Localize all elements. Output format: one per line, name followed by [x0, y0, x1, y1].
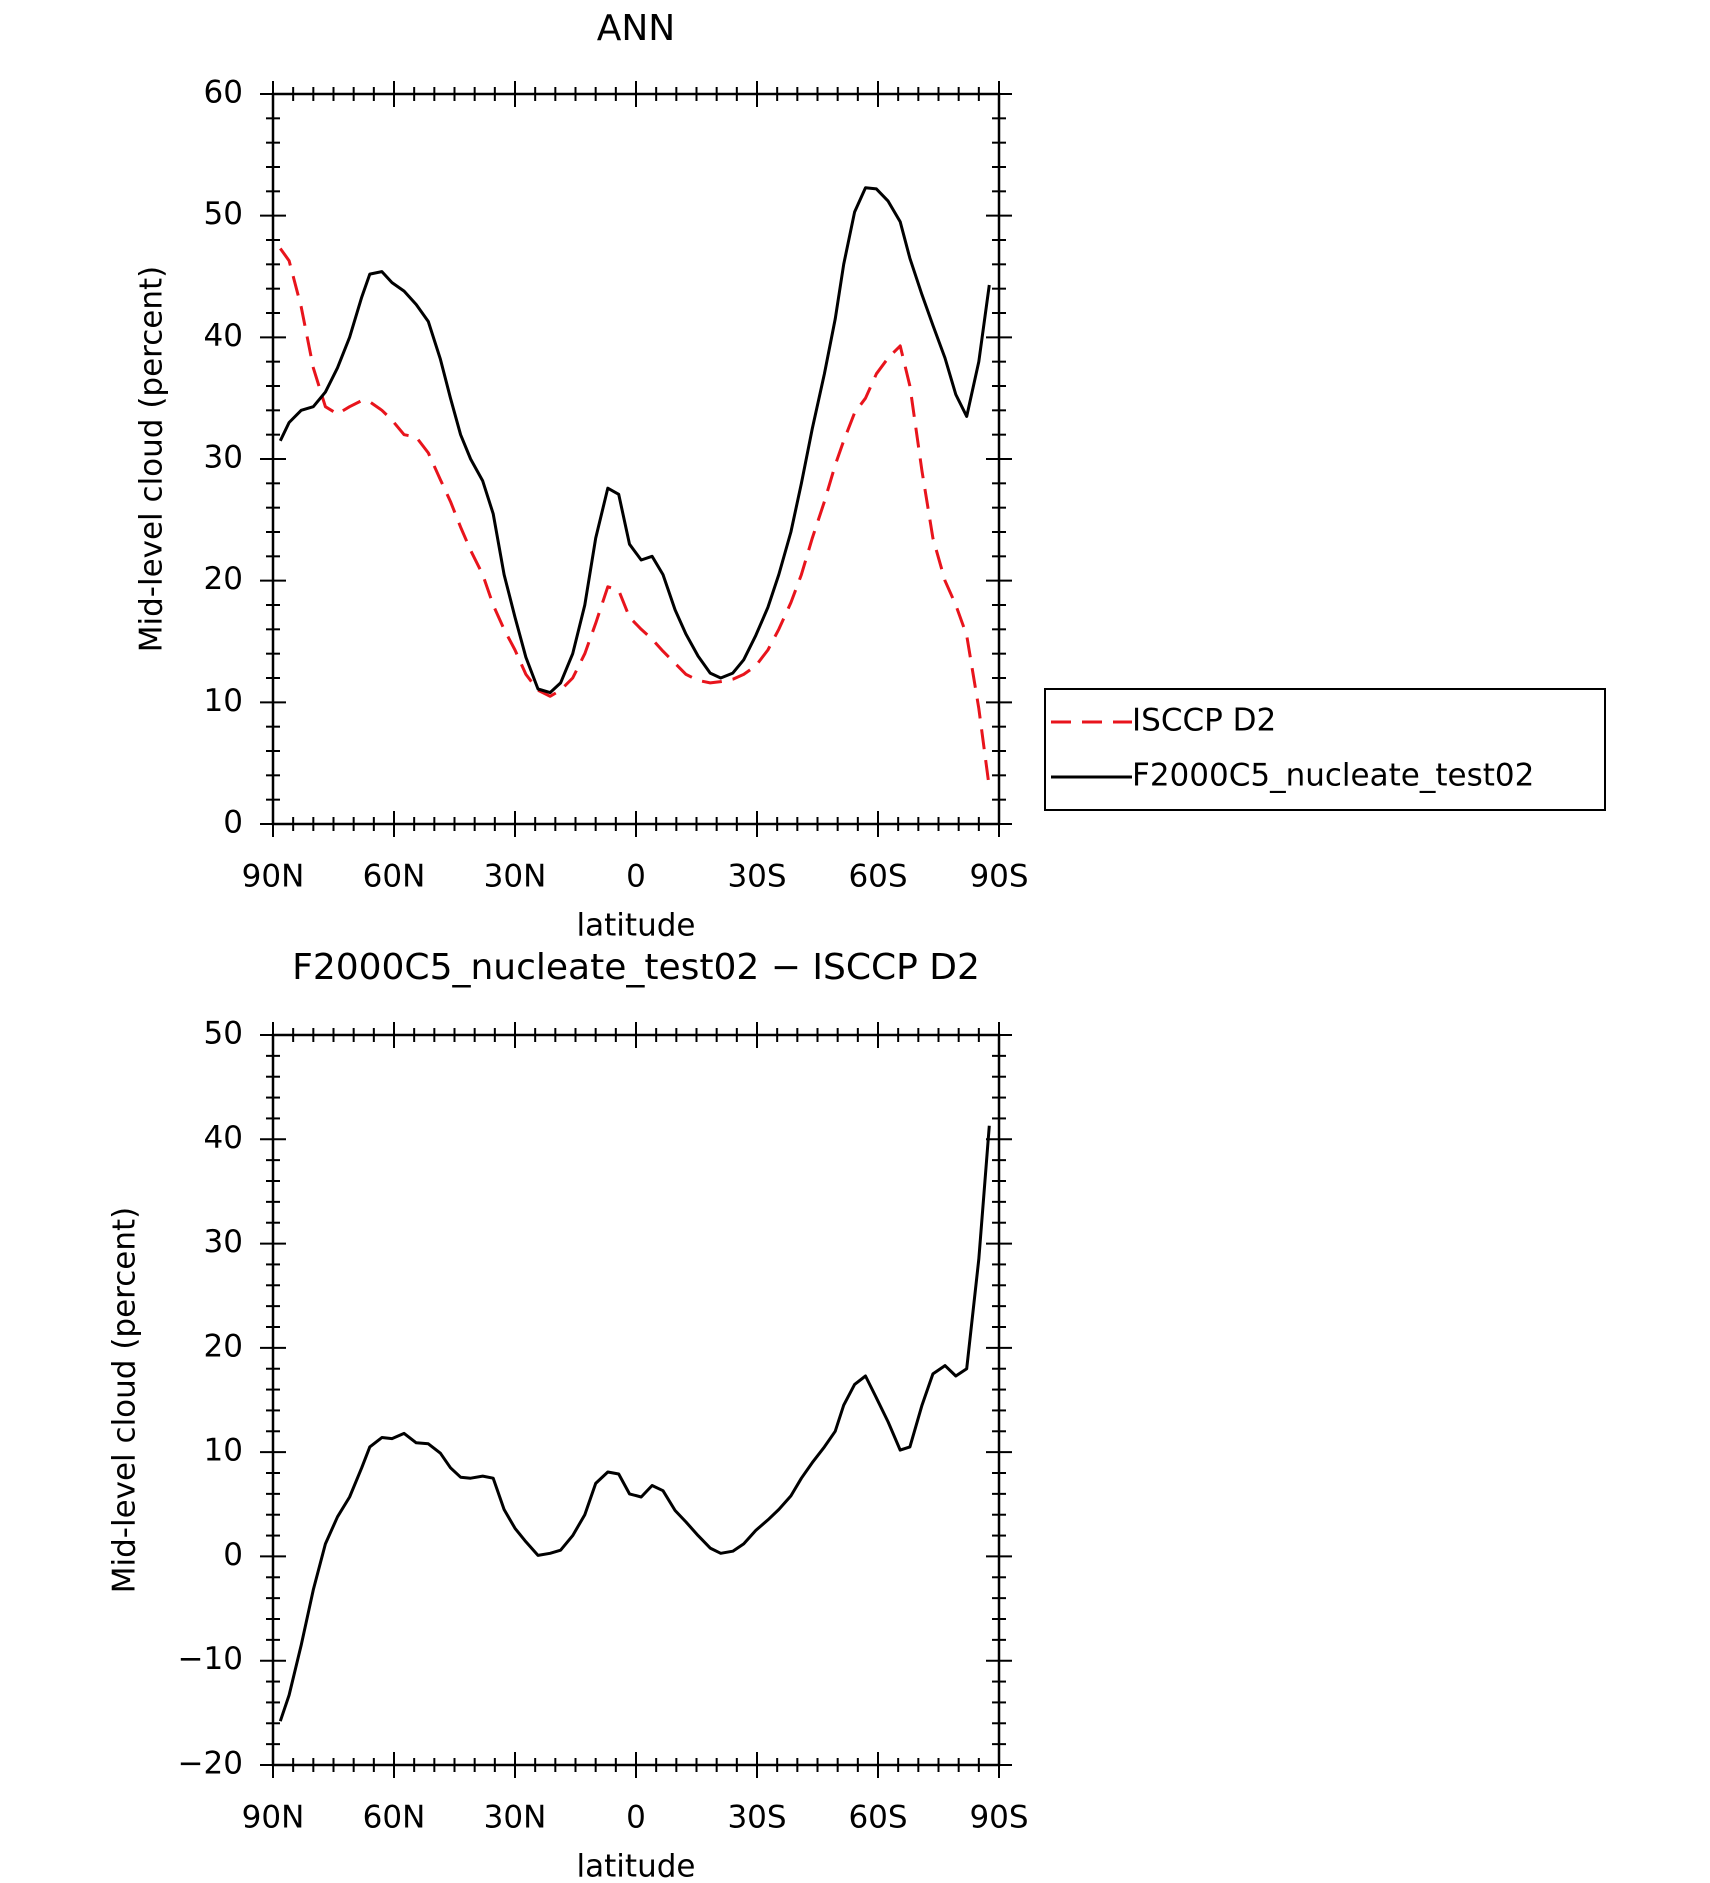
plot-frame	[271, 1033, 1001, 1767]
x-tick-label: 30N	[484, 859, 547, 895]
y-tick-label: 20	[204, 561, 243, 597]
x-tick-label: 90N	[242, 1800, 305, 1836]
legend-box	[1044, 688, 1606, 811]
y-tick-label: 40	[204, 318, 243, 354]
plot: F2000C5_nucleate_test02 − ISCCP D2 latitu…	[107, 947, 1029, 1883]
series-line	[278, 1125, 991, 1722]
x-tick-label: 90S	[969, 1800, 1028, 1836]
y-tick-label: 40	[204, 1120, 243, 1156]
y-axis-label: Mid-level cloud (percent)	[107, 1207, 143, 1594]
legend-label: ISCCP D2	[1132, 703, 1276, 739]
y-tick-label: 30	[204, 1224, 243, 1260]
x-tick-label: 30S	[727, 859, 786, 895]
chart-title: F2000C5_nucleate_test02 − ISCCP D2	[292, 947, 980, 988]
x-tick-label: 60N	[363, 859, 426, 895]
y-tick-label: 30	[204, 440, 243, 476]
y-axis-label: Mid-level cloud (percent)	[134, 266, 170, 653]
y-tick-label: 10	[204, 1433, 243, 1469]
y-tick-label: 20	[204, 1328, 243, 1364]
x-axis-label: latitude	[577, 908, 696, 944]
y-tick-label: 10	[204, 683, 243, 719]
y-tick-label: 0	[223, 805, 243, 841]
x-tick-label: 0	[626, 859, 646, 895]
x-tick-label: 30N	[484, 1800, 547, 1836]
plot-frame	[271, 92, 1001, 826]
legend-label: F2000C5_nucleate_test02	[1132, 758, 1534, 794]
x-tick-label: 0	[626, 1800, 646, 1836]
y-tick-label: 60	[204, 75, 243, 111]
x-tick-label: 30S	[727, 1800, 786, 1836]
y-tick-label: −20	[178, 1746, 243, 1782]
x-tick-label: 60N	[363, 1800, 426, 1836]
x-tick-label: 60S	[848, 859, 907, 895]
y-tick-label: −10	[178, 1641, 243, 1677]
x-tick-label: 90N	[242, 859, 305, 895]
x-tick-label: 60S	[848, 1800, 907, 1836]
plot: ANN latitude Mid-level cloud (percent) 0 10 2…	[134, 8, 1606, 944]
legend: ISCCP D2 F2000C5_nucleate_test02	[1044, 688, 1606, 811]
chart-title: ANN	[597, 8, 676, 49]
y-tick-label: 50	[204, 196, 243, 232]
y-tick-label: 50	[204, 1016, 243, 1052]
x-tick-label: 90S	[969, 859, 1028, 895]
series-line	[279, 247, 991, 788]
series-line	[278, 186, 991, 695]
y-tick-label: 0	[223, 1537, 243, 1573]
x-axis-label: latitude	[577, 1849, 696, 1883]
